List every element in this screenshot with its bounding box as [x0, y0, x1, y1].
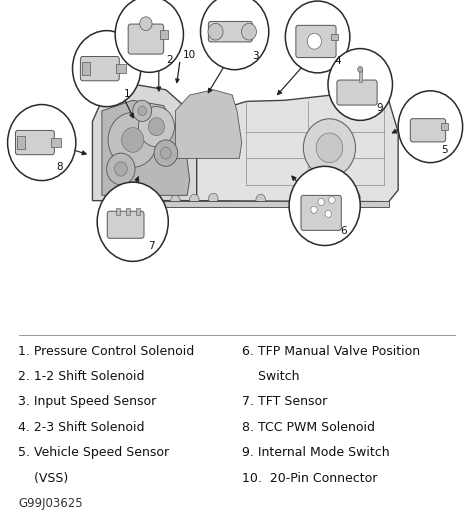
- Text: 7. TFT Sensor: 7. TFT Sensor: [242, 395, 327, 409]
- Text: 6: 6: [340, 226, 347, 236]
- FancyBboxPatch shape: [296, 25, 336, 58]
- Circle shape: [311, 206, 317, 213]
- Circle shape: [303, 193, 313, 204]
- Text: 3. Input Speed Sensor: 3. Input Speed Sensor: [18, 395, 156, 409]
- Circle shape: [122, 128, 144, 152]
- Text: (VSS): (VSS): [18, 472, 68, 485]
- Circle shape: [325, 210, 331, 218]
- FancyBboxPatch shape: [81, 56, 119, 81]
- Circle shape: [316, 133, 343, 163]
- Bar: [116, 208, 120, 215]
- Circle shape: [148, 118, 164, 136]
- Text: 5. Vehicle Speed Sensor: 5. Vehicle Speed Sensor: [18, 446, 169, 459]
- Circle shape: [328, 49, 392, 120]
- Text: G99J03625: G99J03625: [18, 496, 82, 510]
- FancyBboxPatch shape: [16, 130, 55, 155]
- Circle shape: [256, 194, 265, 205]
- Bar: [17, 136, 25, 149]
- Bar: [126, 208, 130, 215]
- Polygon shape: [197, 95, 398, 202]
- Polygon shape: [102, 100, 190, 195]
- Circle shape: [285, 1, 350, 73]
- Circle shape: [108, 112, 157, 167]
- FancyBboxPatch shape: [128, 24, 164, 54]
- Circle shape: [241, 23, 256, 40]
- Circle shape: [398, 91, 463, 163]
- Text: 9: 9: [376, 103, 383, 114]
- Circle shape: [351, 192, 360, 203]
- Bar: [331, 34, 338, 40]
- Circle shape: [201, 0, 269, 70]
- Circle shape: [190, 194, 199, 205]
- FancyBboxPatch shape: [301, 195, 341, 230]
- FancyBboxPatch shape: [337, 80, 377, 105]
- Circle shape: [303, 119, 356, 177]
- Bar: [116, 64, 126, 73]
- Polygon shape: [175, 90, 242, 158]
- Circle shape: [97, 182, 168, 261]
- Circle shape: [161, 147, 171, 159]
- Text: 3: 3: [252, 51, 259, 61]
- Circle shape: [107, 153, 135, 185]
- Bar: [441, 123, 448, 130]
- Circle shape: [307, 33, 321, 49]
- Circle shape: [328, 196, 335, 204]
- Circle shape: [107, 195, 116, 206]
- Text: 10.  20-Pin Connector: 10. 20-Pin Connector: [242, 472, 377, 485]
- Circle shape: [208, 23, 223, 40]
- Text: 8. TCC PWM Solenoid: 8. TCC PWM Solenoid: [242, 421, 375, 434]
- Circle shape: [138, 107, 174, 147]
- Circle shape: [126, 196, 135, 207]
- Text: 4: 4: [334, 56, 341, 67]
- Circle shape: [73, 31, 141, 107]
- Circle shape: [358, 67, 363, 72]
- Text: 10: 10: [182, 51, 196, 60]
- Circle shape: [140, 17, 152, 31]
- Circle shape: [289, 166, 360, 246]
- Circle shape: [154, 140, 178, 166]
- Circle shape: [115, 0, 183, 72]
- Text: Switch: Switch: [242, 370, 299, 383]
- Circle shape: [138, 106, 146, 116]
- Circle shape: [171, 195, 180, 206]
- Text: 5: 5: [441, 145, 447, 155]
- Circle shape: [318, 199, 324, 205]
- FancyBboxPatch shape: [107, 211, 144, 238]
- Text: 6. TFP Manual Valve Position: 6. TFP Manual Valve Position: [242, 345, 420, 358]
- Circle shape: [115, 162, 127, 176]
- Text: 7: 7: [148, 241, 155, 251]
- Text: 1: 1: [124, 89, 131, 99]
- Polygon shape: [92, 84, 201, 201]
- Bar: [51, 138, 61, 147]
- FancyBboxPatch shape: [410, 119, 446, 142]
- Text: 2. 1-2 Shift Solenoid: 2. 1-2 Shift Solenoid: [18, 370, 145, 383]
- Text: 4. 2-3 Shift Solenoid: 4. 2-3 Shift Solenoid: [18, 421, 145, 434]
- Text: 8: 8: [56, 162, 63, 172]
- Bar: [160, 30, 168, 39]
- Circle shape: [133, 100, 152, 121]
- Text: 1. Pressure Control Solenoid: 1. Pressure Control Solenoid: [18, 345, 194, 358]
- Circle shape: [209, 193, 218, 204]
- Circle shape: [8, 105, 76, 181]
- Bar: [359, 70, 363, 82]
- Text: 9. Internal Mode Switch: 9. Internal Mode Switch: [242, 446, 389, 459]
- Text: 2: 2: [166, 55, 173, 65]
- Bar: [136, 208, 140, 215]
- FancyBboxPatch shape: [209, 22, 252, 42]
- Bar: [82, 62, 90, 76]
- Bar: [102, 201, 389, 207]
